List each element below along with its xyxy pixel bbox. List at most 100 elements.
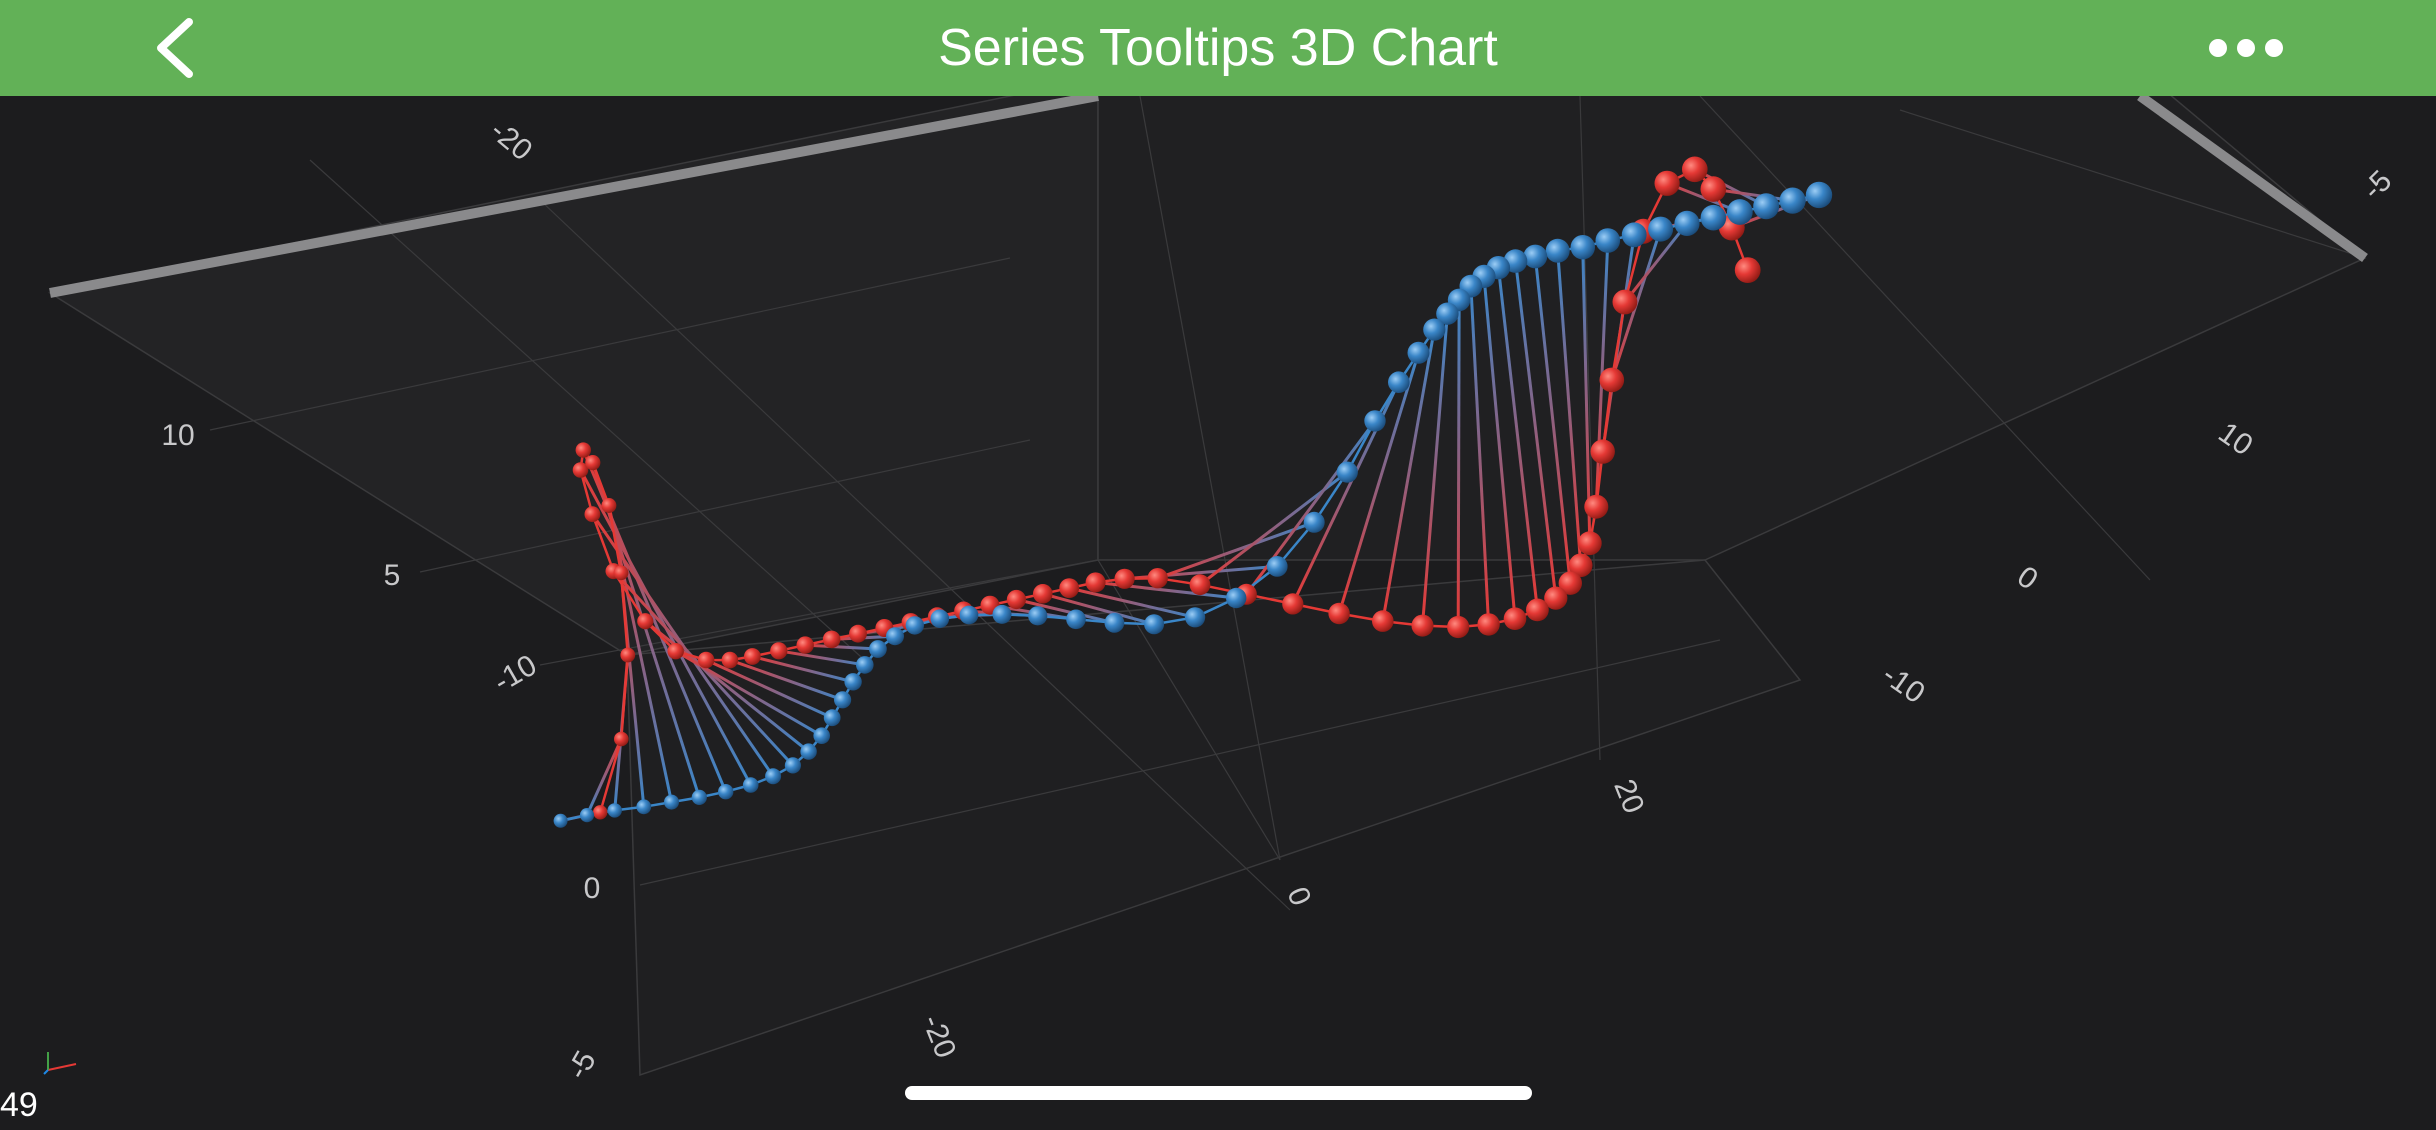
data-point-red[interactable] (1372, 610, 1394, 632)
data-point-blue[interactable] (1805, 181, 1833, 209)
data-point-red[interactable] (601, 498, 617, 513)
data-point-red[interactable] (1612, 289, 1638, 315)
data-point-red[interactable] (849, 624, 867, 643)
data-point-red[interactable] (1526, 598, 1549, 622)
data-point-blue[interactable] (1523, 244, 1548, 269)
data-point-red[interactable] (1411, 614, 1434, 637)
data-point-blue[interactable] (1595, 228, 1621, 253)
data-point-red[interactable] (1544, 586, 1568, 610)
data-point-red[interactable] (1568, 553, 1593, 578)
data-point-blue[interactable] (1104, 612, 1125, 633)
data-point-red[interactable] (1558, 571, 1583, 595)
more-button[interactable] (2196, 14, 2296, 82)
data-point-blue[interactable] (1185, 607, 1206, 628)
data-point-blue[interactable] (813, 727, 830, 744)
data-point-blue[interactable] (1779, 187, 1806, 214)
data-point-red[interactable] (1590, 439, 1615, 464)
data-point-red[interactable] (1033, 584, 1053, 604)
data-point-blue[interactable] (1674, 210, 1700, 236)
data-point-blue[interactable] (844, 673, 862, 691)
data-point-red[interactable] (770, 642, 788, 660)
data-point-blue[interactable] (1648, 216, 1674, 242)
grid-lines (209, 95, 2366, 911)
data-point-blue[interactable] (1144, 614, 1165, 635)
data-point-blue[interactable] (800, 743, 817, 760)
data-point-blue[interactable] (905, 616, 924, 635)
data-point-blue[interactable] (1545, 238, 1570, 263)
data-point-blue[interactable] (856, 656, 874, 674)
data-point-red[interactable] (1503, 607, 1527, 630)
data-point-red[interactable] (1447, 615, 1470, 639)
data-point-red[interactable] (1147, 568, 1168, 589)
data-point-red[interactable] (620, 647, 636, 663)
data-point-red[interactable] (1599, 367, 1625, 393)
data-point-blue[interactable] (1364, 410, 1386, 432)
data-point-red[interactable] (575, 442, 591, 458)
data-point-blue[interactable] (1700, 204, 1727, 231)
data-point-red[interactable] (1734, 257, 1761, 283)
data-point-red[interactable] (1006, 589, 1026, 610)
data-point-red[interactable] (721, 651, 739, 669)
data-point-red[interactable] (1477, 613, 1500, 636)
data-point-blue[interactable] (930, 609, 950, 628)
data-point-red[interactable] (593, 805, 608, 820)
data-point-blue[interactable] (992, 604, 1012, 624)
connector-line (1420, 313, 1449, 626)
data-point-blue[interactable] (553, 813, 568, 828)
data-point-blue[interactable] (765, 768, 782, 785)
data-point-blue[interactable] (636, 799, 652, 815)
data-point-red[interactable] (572, 462, 589, 478)
data-point-red[interactable] (585, 455, 601, 471)
data-point-red[interactable] (1085, 572, 1106, 593)
data-point-red[interactable] (1059, 578, 1080, 598)
data-point-blue[interactable] (691, 789, 707, 806)
data-point-red[interactable] (744, 648, 761, 665)
data-point-blue[interactable] (784, 757, 802, 774)
data-point-blue[interactable] (579, 808, 595, 823)
data-point-blue[interactable] (1407, 341, 1430, 364)
data-point-blue[interactable] (1621, 222, 1647, 248)
data-point-red[interactable] (667, 643, 684, 660)
data-point-blue[interactable] (1726, 199, 1753, 225)
data-point-red[interactable] (1189, 574, 1211, 596)
data-point-blue[interactable] (1570, 235, 1596, 260)
data-point-blue[interactable] (742, 777, 759, 793)
data-point-red[interactable] (1682, 156, 1708, 183)
data-point-red[interactable] (613, 565, 629, 581)
data-point-blue[interactable] (1303, 511, 1325, 533)
data-point-blue[interactable] (1436, 302, 1459, 325)
data-point-blue[interactable] (1388, 371, 1410, 394)
data-point-red[interactable] (822, 630, 841, 649)
data-point-blue[interactable] (718, 784, 734, 800)
data-point-red[interactable] (1577, 531, 1602, 556)
data-point-red[interactable] (584, 506, 601, 523)
data-point-blue[interactable] (886, 627, 904, 646)
data-point-red[interactable] (1584, 494, 1609, 519)
data-point-blue[interactable] (823, 709, 841, 727)
data-point-blue[interactable] (1226, 587, 1247, 609)
data-point-red[interactable] (796, 636, 814, 654)
data-point-blue[interactable] (1028, 606, 1048, 626)
data-point-red[interactable] (1328, 602, 1350, 625)
data-point-blue[interactable] (607, 803, 622, 818)
data-point-blue[interactable] (1753, 193, 1780, 220)
data-point-red[interactable] (1700, 176, 1727, 202)
back-button[interactable] (140, 14, 210, 82)
chart-surface[interactable]: -20 0 20 -5 0 10 5 -10 -20 10 0 -10 -5 (0, 77, 2436, 1125)
data-point-blue[interactable] (834, 691, 852, 709)
data-point-blue[interactable] (869, 640, 887, 658)
data-point-blue[interactable] (1066, 609, 1086, 630)
data-point-blue[interactable] (1266, 556, 1288, 577)
data-point-red[interactable] (614, 731, 629, 747)
data-point-red[interactable] (1282, 593, 1304, 615)
data-point-blue[interactable] (959, 605, 979, 625)
data-point-red[interactable] (1654, 170, 1680, 196)
data-point-red[interactable] (697, 651, 715, 669)
data-point-red[interactable] (1114, 568, 1135, 589)
home-indicator[interactable] (905, 1086, 1532, 1100)
data-point-blue[interactable] (664, 794, 679, 810)
data-point-blue[interactable] (1336, 461, 1358, 483)
data-point-blue[interactable] (1423, 318, 1446, 341)
chart-3d-canvas[interactable]: -20 0 20 -5 0 10 5 -10 -20 10 0 -10 -5 (0, 77, 2436, 1125)
data-point-red[interactable] (637, 613, 654, 630)
